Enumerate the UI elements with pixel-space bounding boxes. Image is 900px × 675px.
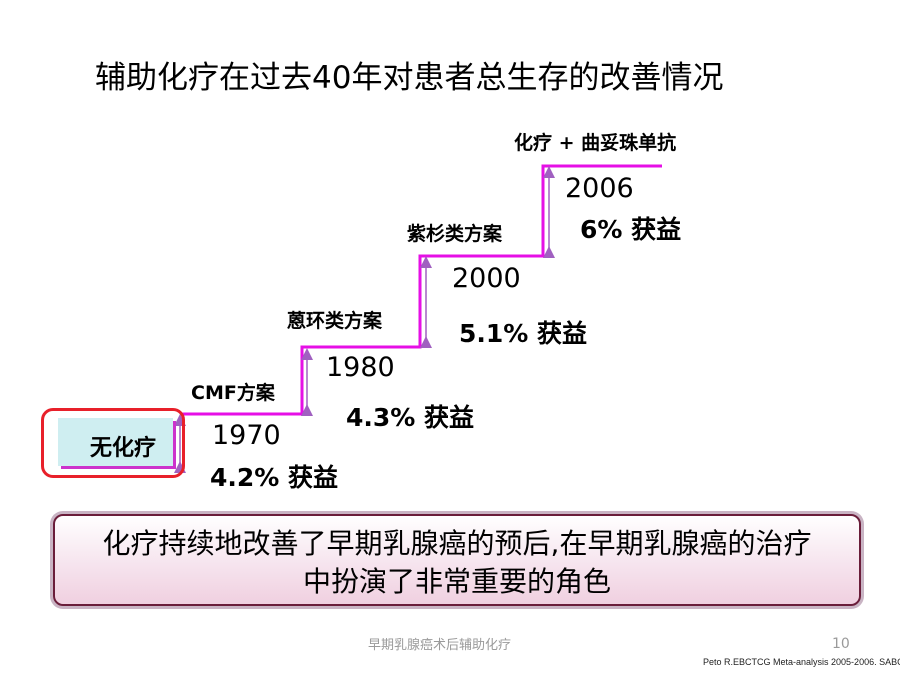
anthracycline-label: 蒽环类方案 — [287, 310, 383, 332]
conclusion-line-1: 化疗持续地改善了早期乳腺癌的预后,在早期乳腺癌的治疗 — [102, 527, 812, 560]
year-1980: 1980 — [326, 352, 395, 383]
slide-title: 辅助化疗在过去40年对患者总生存的改善情况 — [95, 60, 724, 96]
gain-1970: 4.2% 获益 — [210, 463, 339, 492]
gain-2006: 6% 获益 — [580, 215, 682, 244]
trastuzumab-label: 化疗 + 曲妥珠单抗 — [514, 132, 677, 154]
no-chemo-frame — [41, 408, 185, 478]
year-2006: 2006 — [565, 173, 634, 204]
conclusion-line-2: 中扮演了非常重要的角色 — [302, 565, 611, 598]
gain-1980: 4.3% 获益 — [346, 403, 475, 432]
conclusion-banner — [53, 514, 861, 606]
no-chemo-fill — [58, 418, 173, 466]
cmf-label: CMF方案 — [191, 382, 275, 404]
year-2000: 2000 — [452, 263, 521, 294]
page-number: 10 — [832, 636, 850, 652]
gain-2000: 5.1% 获益 — [459, 319, 588, 348]
no-chemo-label: 无化疗 — [90, 436, 157, 461]
year-1970: 1970 — [212, 420, 281, 451]
citation: Peto R.EBCTCG Meta-analysis 2005-2006. S… — [703, 657, 900, 667]
taxane-label: 紫杉类方案 — [407, 223, 503, 245]
footer-text: 早期乳腺癌术后辅助化疗 — [368, 638, 512, 653]
